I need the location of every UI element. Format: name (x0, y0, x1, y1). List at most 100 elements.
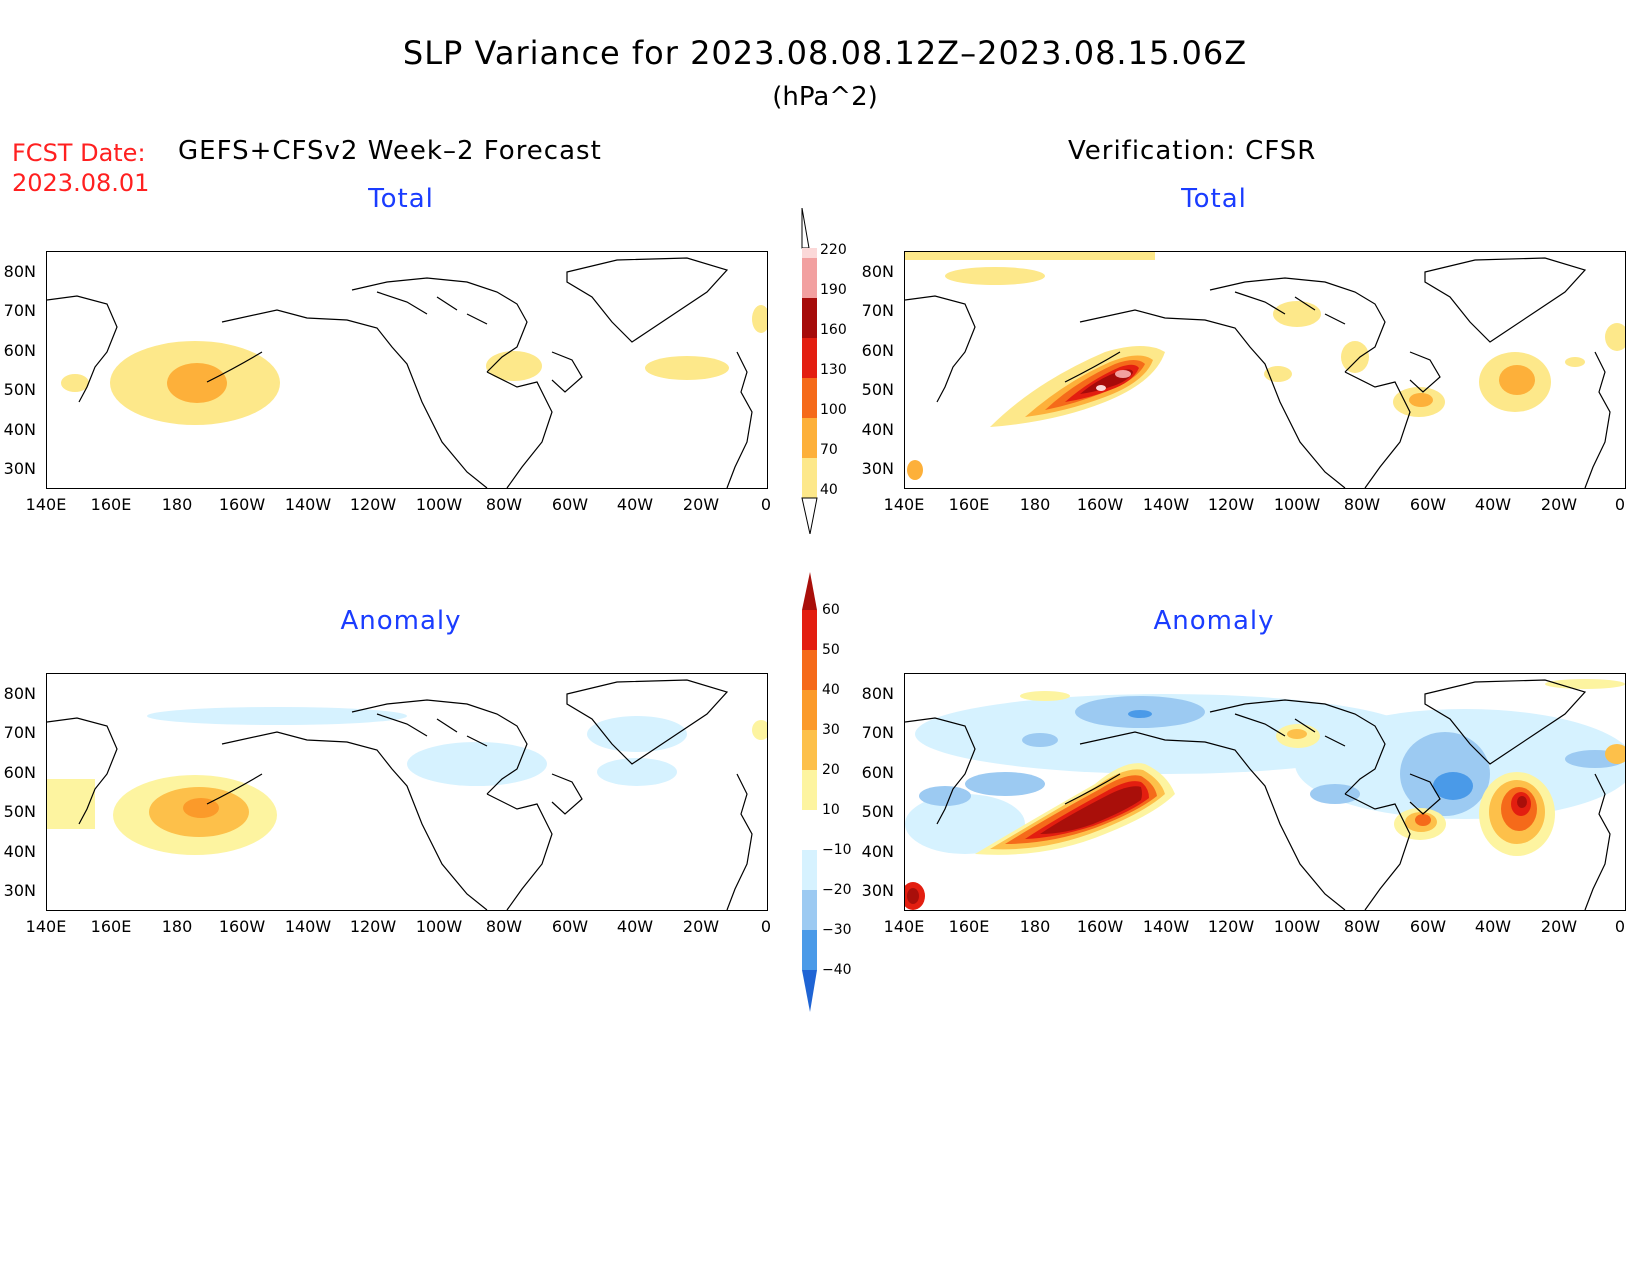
lon-label-80w: 80W (1343, 495, 1381, 514)
colorbar-anomaly-label-40: 40 (822, 682, 840, 698)
lat-label-80n: 80N (3, 262, 36, 281)
lat-label-30n: 30N (3, 459, 36, 478)
colorbar-total-label-160: 160 (820, 322, 847, 338)
colorbar-anomaly-bottom-arrow (802, 970, 817, 1012)
panel-subtitle-fcst-anomaly: Anomaly (340, 606, 462, 636)
lat-label-80n: 80N (861, 684, 894, 703)
map-panel-verif-anomaly (904, 673, 1626, 911)
lon-label-20w: 20W (1540, 495, 1578, 514)
lat-label-60n: 60N (3, 763, 36, 782)
lat-label-70n: 70N (3, 301, 36, 320)
colorbar-anomaly-label-minus20: −20 (822, 882, 852, 898)
colorbar-anomaly-bin-50 (802, 610, 817, 650)
lon-label-40w: 40W (1474, 917, 1512, 936)
lon-label-120w: 120W (349, 917, 397, 936)
colorbar-total-bin-160 (802, 298, 817, 338)
lon-label-160e: 160E (948, 495, 990, 514)
lon-label-60w: 60W (1409, 495, 1447, 514)
colorbar-total (795, 207, 875, 535)
coastline-layer (905, 257, 1611, 488)
lat-label-70n: 70N (861, 301, 894, 320)
lat-label-60n: 60N (3, 341, 36, 360)
lon-label-40w: 40W (616, 917, 654, 936)
lat-label-50n: 50N (3, 380, 36, 399)
colorbar-anomaly-label-20: 20 (822, 762, 840, 778)
lat-label-80n: 80N (3, 684, 36, 703)
lon-label-80w: 80W (485, 917, 523, 936)
coastline-layer (905, 679, 1611, 910)
colorbar-anomaly-label-minus40: −40 (822, 962, 852, 978)
lat-label-70n: 70N (861, 723, 894, 742)
lat-label-50n: 50N (861, 380, 894, 399)
lon-label-40w: 40W (1474, 495, 1512, 514)
colorbar-anomaly-bin-40 (802, 650, 817, 690)
colorbar-anomaly-bin-20 (802, 730, 817, 770)
lat-label-50n: 50N (3, 802, 36, 821)
lon-label-140w: 140W (284, 495, 332, 514)
colorbar-total-bin-100 (802, 378, 817, 418)
lon-label-160w: 160W (1076, 495, 1124, 514)
lon-label-80w: 80W (485, 495, 523, 514)
lon-label-140w: 140W (1142, 917, 1190, 936)
lon-label-140e: 140E (25, 917, 67, 936)
colorbar-anomaly-bin-minus30 (802, 930, 817, 970)
coastline-layer (47, 257, 753, 488)
colorbar-anomaly-label-50: 50 (822, 642, 840, 658)
lon-label-0: 0 (1614, 917, 1626, 936)
lon-label-0: 0 (760, 917, 772, 936)
colorbar-total-top-arrow (801, 207, 810, 249)
lat-label-60n: 60N (861, 763, 894, 782)
lat-label-40n: 40N (3, 842, 36, 861)
lon-label-60w: 60W (1409, 917, 1447, 936)
lon-label-180: 180 (1019, 917, 1051, 936)
colorbar-anomaly-label-minus10: −10 (822, 842, 852, 858)
lon-label-160e: 160E (948, 917, 990, 936)
colorbar-total-bin-220 (802, 248, 817, 258)
colorbar-total-label-130: 130 (820, 362, 847, 378)
lat-label-50n: 50N (861, 802, 894, 821)
units-label: (hPa^2) (772, 82, 878, 112)
colorbar-total-bottom-arrow (801, 497, 818, 535)
forecast-date-label: FCST Date: (12, 139, 146, 167)
shading-layer (905, 674, 1625, 910)
lon-label-160w: 160W (218, 917, 266, 936)
lat-label-80n: 80N (861, 262, 894, 281)
colorbar-anomaly-top-arrow (802, 572, 817, 610)
lon-label-140w: 140W (1142, 495, 1190, 514)
lon-label-20w: 20W (682, 495, 720, 514)
lon-label-160w: 160W (218, 495, 266, 514)
lon-label-160e: 160E (90, 917, 132, 936)
colorbar-total-label-70: 70 (820, 442, 838, 458)
lat-label-60n: 60N (861, 341, 894, 360)
panel-subtitle-fcst-total: Total (368, 184, 434, 214)
colorbar-anomaly (795, 572, 875, 1012)
colorbar-anomaly-label-10: 10 (822, 802, 840, 818)
forecast-date-block: FCST Date: 2023.08.01 (12, 138, 149, 198)
lon-label-60w: 60W (551, 917, 589, 936)
lon-label-140e: 140E (883, 495, 925, 514)
lon-label-20w: 20W (1540, 917, 1578, 936)
forecast-date-value: 2023.08.01 (12, 169, 150, 197)
lon-label-100w: 100W (1273, 917, 1321, 936)
panel-subtitle-verif-total: Total (1181, 184, 1247, 214)
lon-label-100w: 100W (415, 917, 463, 936)
right-column-header: Verification: CFSR (1068, 136, 1317, 166)
colorbar-total-label-40: 40 (820, 482, 838, 498)
colorbar-total-label-220: 220 (820, 242, 847, 258)
left-column-header: GEFS+CFSv2 Week–2 Forecast (178, 136, 602, 166)
lon-label-180: 180 (1019, 495, 1051, 514)
lon-label-100w: 100W (415, 495, 463, 514)
colorbar-total-bin-70 (802, 418, 817, 458)
lon-label-160e: 160E (90, 495, 132, 514)
panel-subtitle-verif-anomaly: Anomaly (1153, 606, 1275, 636)
lat-label-30n: 30N (861, 459, 894, 478)
colorbar-anomaly-bin-minus20 (802, 890, 817, 930)
colorbar-total-bin-40 (802, 458, 817, 498)
figure-title: SLP Variance for 2023.08.08.12Z–2023.08.… (402, 34, 1248, 72)
colorbar-total-label-190: 190 (820, 282, 847, 298)
lon-label-20w: 20W (682, 917, 720, 936)
colorbar-total-label-100: 100 (820, 402, 847, 418)
colorbar-anomaly-label-60: 60 (822, 602, 840, 618)
colorbar-anomaly-label-minus30: −30 (822, 922, 852, 938)
shading-layer (47, 707, 767, 855)
